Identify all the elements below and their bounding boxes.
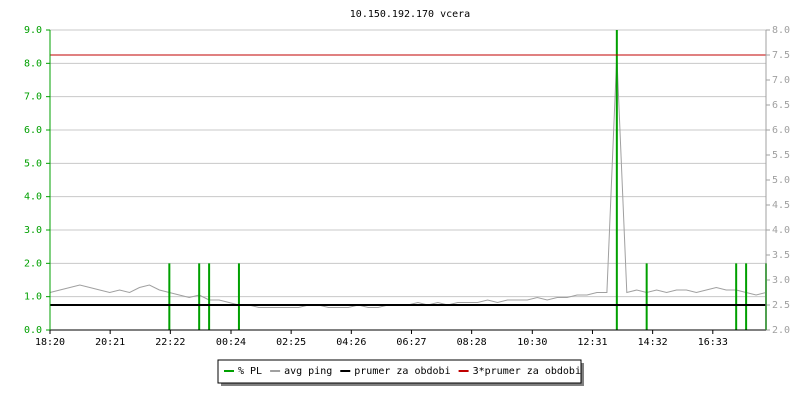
x-tick-label: 08:28: [457, 337, 487, 348]
y-tick-label: 6.0: [24, 125, 42, 136]
y-tick-label: 2.0: [24, 258, 42, 269]
y2-tick-label: 5.5: [772, 150, 790, 161]
y-tick-label: 1.0: [24, 292, 42, 303]
y-tick-label: 8.0: [24, 58, 42, 69]
y-tick-label: 0.0: [24, 325, 42, 336]
x-tick-label: 14:32: [638, 337, 668, 348]
x-tick-label: 10:30: [517, 337, 547, 348]
x-tick-label: 12:31: [577, 337, 607, 348]
x-tick-label: 04:26: [336, 337, 366, 348]
x-tick-label: 20:21: [95, 337, 125, 348]
y-tick-label: 9.0: [24, 25, 42, 36]
y-tick-label: 4.0: [24, 192, 42, 203]
y2-tick-label: 6.0: [772, 125, 790, 136]
y2-tick-label: 3.5: [772, 250, 790, 261]
y-tick-label: 7.0: [24, 92, 42, 103]
chart-title: 10.150.192.170 vcera: [350, 9, 470, 20]
x-tick-label: 22:22: [155, 337, 185, 348]
y2-tick-label: 7.0: [772, 75, 790, 86]
y2-tick-label: 6.5: [772, 100, 790, 111]
x-tick-label: 18:20: [35, 337, 65, 348]
y2-tick-label: 3.0: [772, 275, 790, 286]
y2-tick-label: 2.0: [772, 325, 790, 336]
x-tick-label: 02:25: [276, 337, 306, 348]
legend-label: prumer za obdobi: [354, 366, 450, 377]
x-tick-label: 06:27: [396, 337, 426, 348]
legend-label: 3*prumer za obdobi: [473, 366, 581, 377]
x-tick-label: 00:24: [216, 337, 246, 348]
y-tick-label: 3.0: [24, 225, 42, 236]
y-tick-label: 5.0: [24, 158, 42, 169]
legend-label: % PL: [238, 366, 262, 377]
legend-label: avg ping: [284, 366, 332, 377]
y2-tick-label: 7.5: [772, 50, 790, 61]
legend-box: [217, 359, 582, 384]
y2-tick-label: 8.0: [772, 25, 790, 36]
x-tick-label: 16:33: [698, 337, 728, 348]
y2-tick-label: 2.5: [772, 300, 790, 311]
y2-tick-label: 5.0: [772, 175, 790, 186]
y2-tick-label: 4.0: [772, 225, 790, 236]
y2-tick-label: 4.5: [772, 200, 790, 211]
